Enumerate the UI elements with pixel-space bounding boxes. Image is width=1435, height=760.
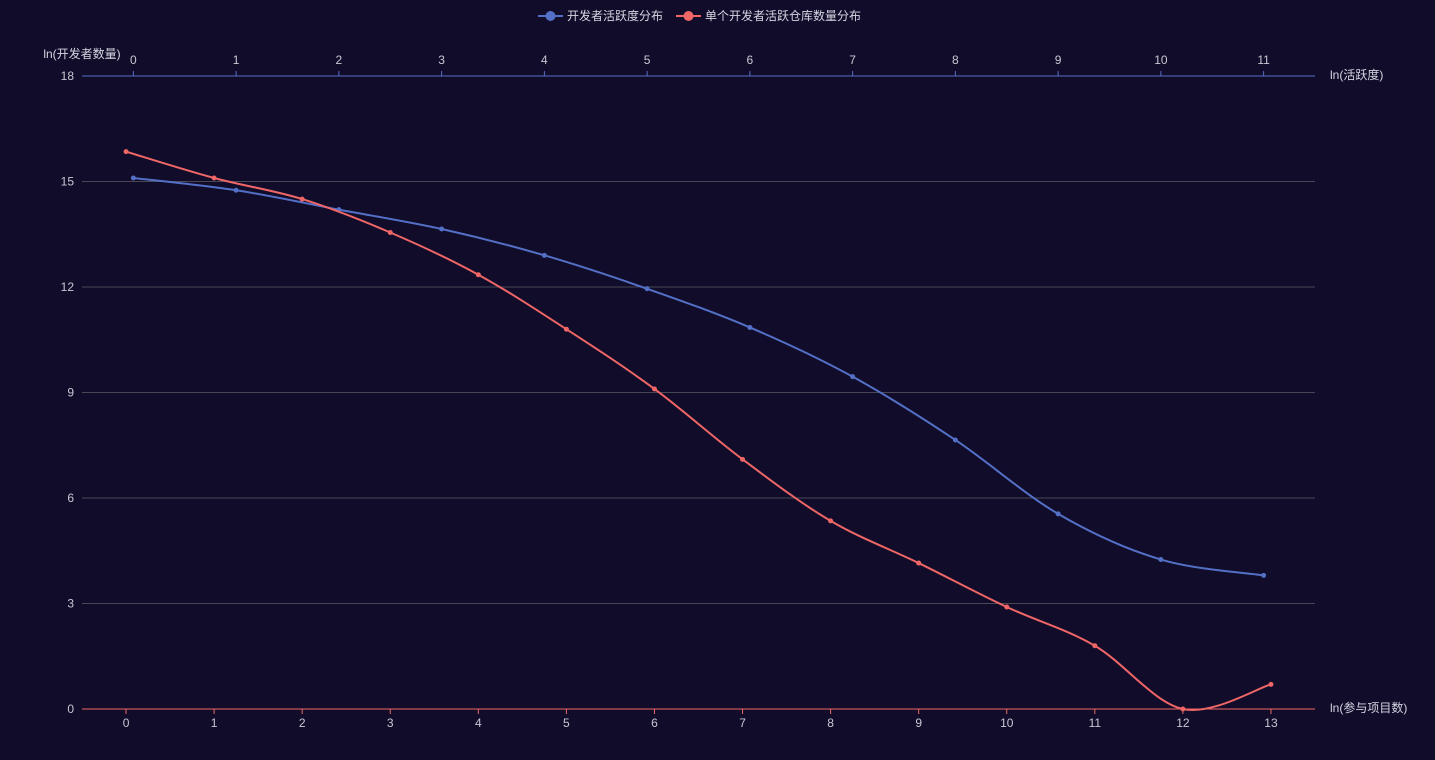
top-x-tick-label: 2: [336, 53, 343, 67]
data-point: [1055, 511, 1061, 517]
bottom-x-tick-label: 7: [739, 716, 746, 730]
bottom-x-tick-label: 0: [123, 716, 130, 730]
data-point: [916, 560, 922, 566]
top-x-tick-label: 8: [952, 53, 959, 67]
data-point: [644, 286, 650, 292]
bottom-x-tick-label: 2: [299, 716, 306, 730]
bottom-x-tick-label: 3: [387, 716, 394, 730]
bottom-x-tick-label: 1: [211, 716, 218, 730]
bottom-x-tick-label: 8: [827, 716, 834, 730]
series-line: [125, 150, 1272, 711]
y-tick-label: 18: [61, 69, 75, 83]
y-axis-title: ln(开发者数量): [43, 46, 120, 61]
legend-label: 开发者活跃度分布: [567, 8, 663, 23]
bottom-x-tick-label: 5: [563, 716, 570, 730]
top-x-tick-label: 4: [541, 53, 548, 67]
data-point: [850, 374, 856, 380]
bottom-x-tick-label: 6: [651, 716, 658, 730]
legend-label: 单个开发者活跃仓库数量分布: [705, 8, 861, 23]
data-point: [130, 175, 136, 181]
data-point: [651, 386, 657, 392]
data-point: [1268, 681, 1274, 687]
top-x-tick-label: 9: [1055, 53, 1062, 67]
data-point: [123, 149, 129, 155]
top-x-tick-label: 3: [438, 53, 445, 67]
top-x-tick-label: 10: [1154, 53, 1168, 67]
legend-item-repo-count[interactable]: 单个开发者活跃仓库数量分布: [676, 8, 861, 23]
top-x-tick-label: 5: [644, 53, 651, 67]
bottom-x-tick-label: 12: [1176, 716, 1190, 730]
bottom-x-tick-label: 10: [1000, 716, 1014, 730]
data-point: [828, 518, 834, 524]
data-point: [747, 324, 753, 330]
data-point: [475, 272, 481, 278]
y-tick-label: 15: [61, 175, 75, 189]
legend-swatch-dot: [683, 11, 694, 21]
data-point: [233, 187, 239, 193]
bottom-x-axis-title: ln(参与项目数): [1330, 700, 1407, 715]
data-point: [299, 196, 305, 202]
data-point: [740, 456, 746, 462]
y-tick-label: 3: [67, 597, 74, 611]
data-point: [387, 229, 393, 235]
top-x-axis-title: ln(活跃度): [1330, 67, 1383, 82]
series-line: [132, 176, 1265, 577]
top-x-tick-label: 7: [849, 53, 856, 67]
top-x-tick-label: 6: [747, 53, 754, 67]
series-activity: [130, 175, 1267, 578]
data-point: [952, 437, 958, 443]
data-point: [541, 252, 547, 258]
top-x-tick-label: 11: [1257, 53, 1270, 67]
data-point: [439, 226, 445, 232]
top-x-tick-label: 1: [233, 53, 240, 67]
series-layer: [123, 149, 1274, 712]
data-point: [563, 326, 569, 332]
bottom-x-tick-label: 13: [1264, 716, 1278, 730]
y-tick-label: 6: [67, 491, 74, 505]
data-point: [1261, 572, 1267, 578]
bottom-x-tick-label: 4: [475, 716, 482, 730]
bottom-x-tick-label: 11: [1089, 716, 1102, 730]
y-tick-label: 0: [67, 702, 74, 716]
legend: 开发者活跃度分布 单个开发者活跃仓库数量分布: [538, 8, 861, 23]
y-tick-label: 9: [67, 386, 74, 400]
data-point: [1004, 604, 1010, 610]
data-point: [211, 175, 217, 181]
data-point: [1180, 706, 1186, 712]
grid-lines: [82, 181, 1315, 604]
data-point: [1092, 643, 1098, 649]
top-x-tick-label: 0: [130, 53, 137, 67]
legend-swatch-dot: [545, 11, 556, 21]
bottom-x-tick-label: 9: [915, 716, 922, 730]
y-tick-label: 12: [61, 280, 75, 294]
series-repo-count: [123, 149, 1274, 712]
data-point: [1158, 557, 1164, 563]
legend-item-activity[interactable]: 开发者活跃度分布: [538, 8, 663, 23]
